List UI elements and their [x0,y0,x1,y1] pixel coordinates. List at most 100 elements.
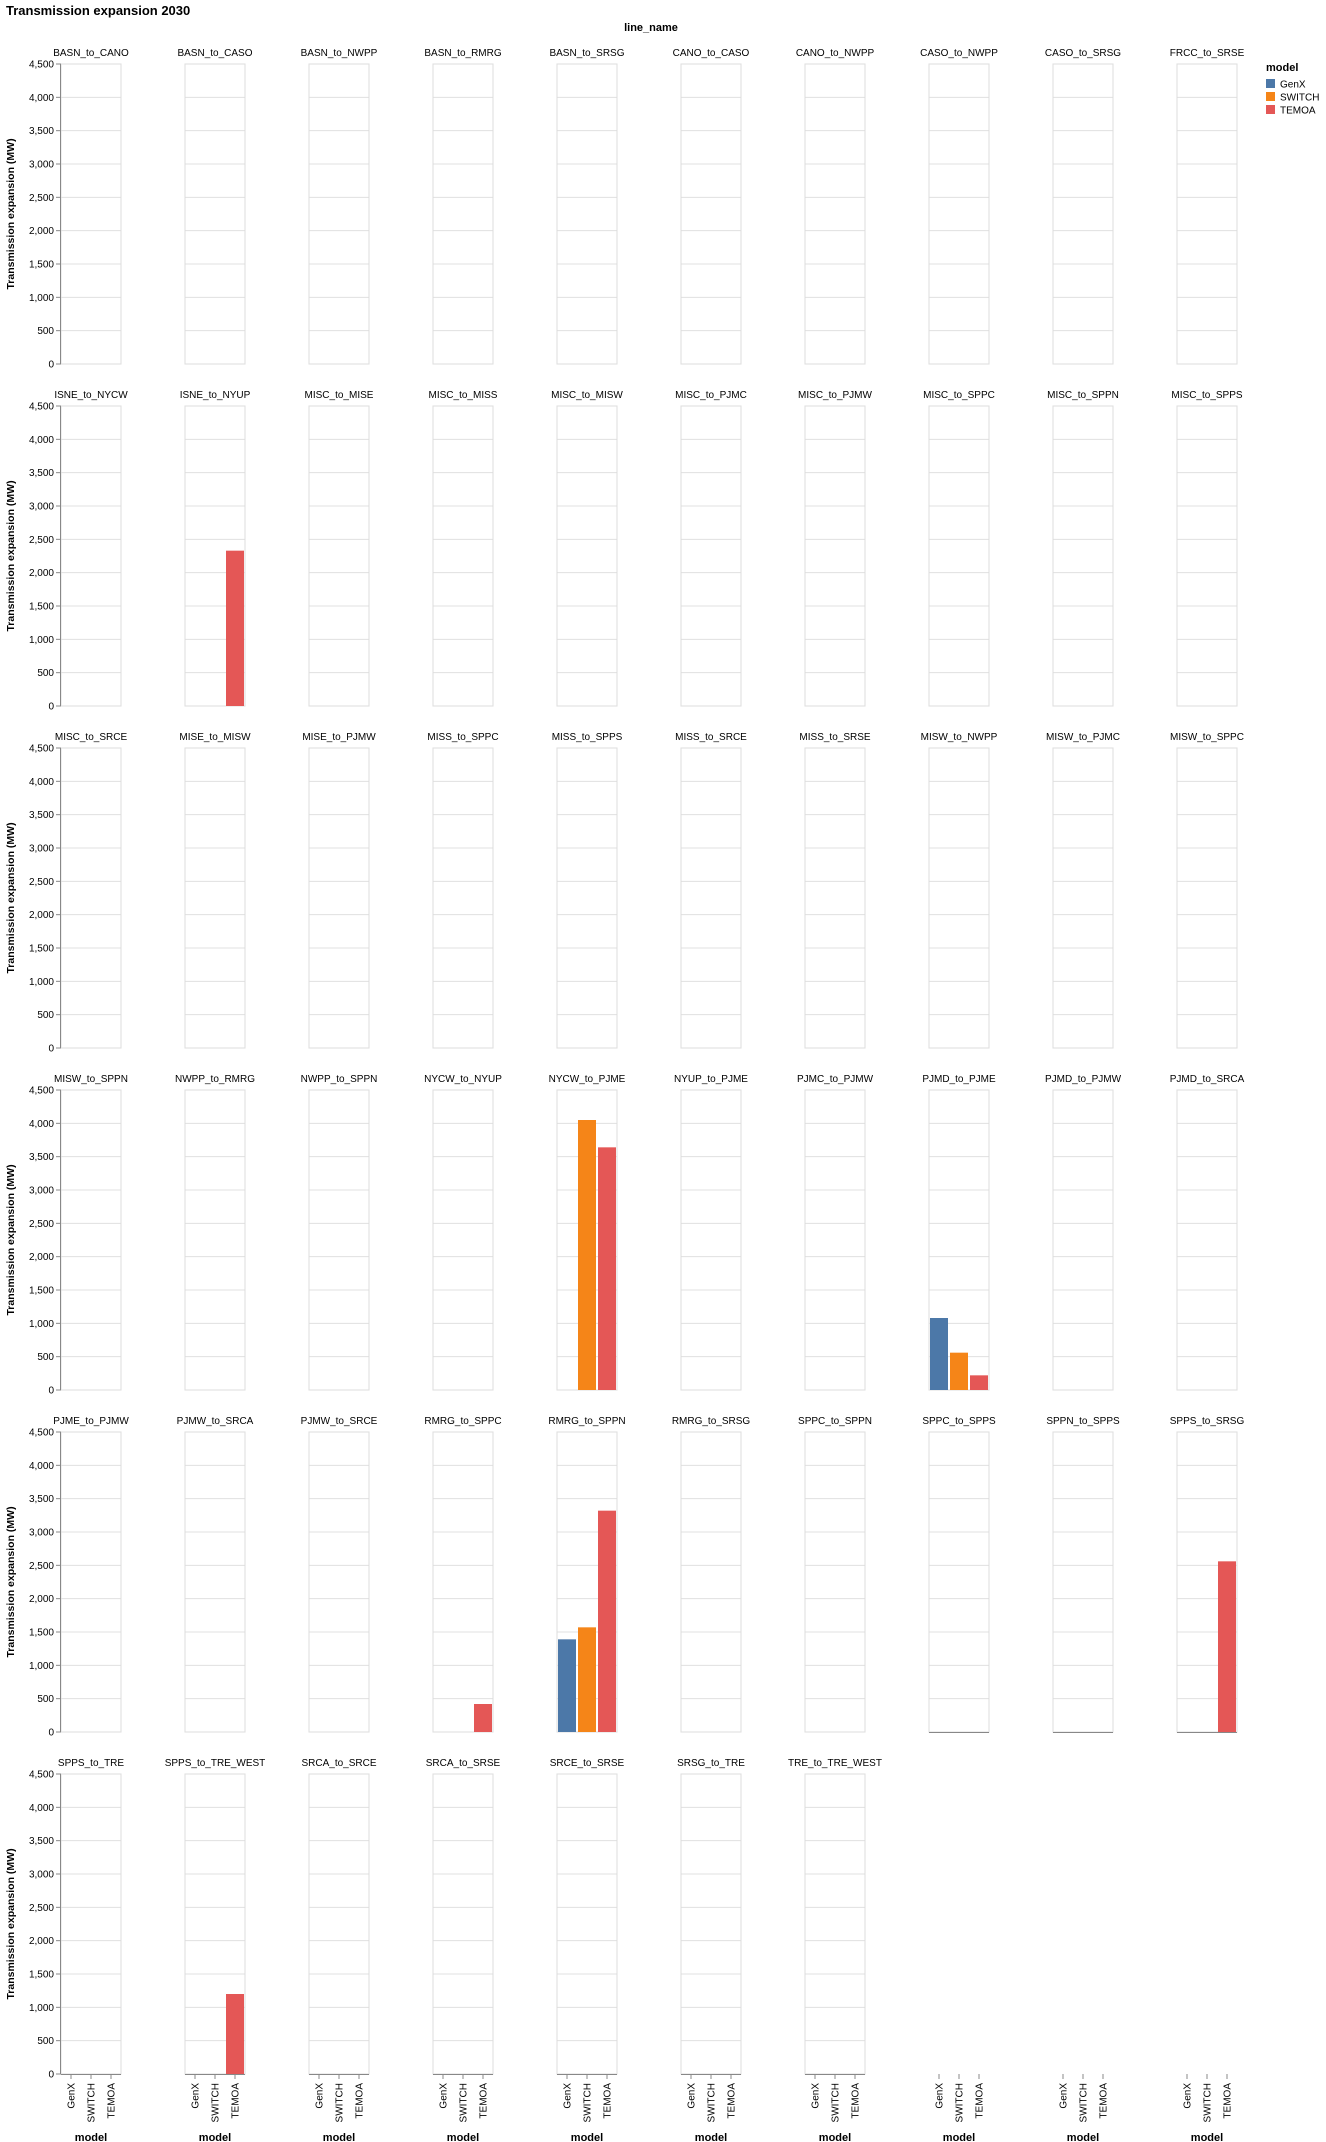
x-axis-title: model [1067,2132,1099,2142]
panel-frame [804,405,866,707]
x-tick-label: TEMOA [107,2083,118,2119]
facet-panels: BASN_to_CANO 0 500 1,000 1,500 2,000 2,500 3,00… [5,48,1245,2142]
y-tick-label: 0 [48,1386,54,1397]
panel-frame [1052,747,1114,1049]
panel-frame [1052,405,1114,707]
facet-title: SPPN_to_SPPS [1046,1416,1120,1427]
y-tick-label: 1,500 [29,1286,54,1297]
y-tick-label: 0 [48,1728,54,1739]
facet-panel: MISW_to_SPPN 0 500 1,000 1,500 2,000 2,500 3,00… [5,1074,128,1397]
x-tick-label: SWITCH [1203,2083,1214,2122]
facet-title: PJMW_to_SRCA [177,1416,254,1427]
facet-panel: BASN_to_RMRG [424,48,502,365]
x-tick-label: SWITCH [335,2083,346,2122]
facet-title: PJME_to_PJMW [53,1416,129,1427]
facet-panel: MISC_to_SPPS [1171,390,1243,707]
y-tick-label: 500 [37,326,54,337]
facet-panel: MISE_to_MISW [179,732,251,1049]
panel-frame [804,1773,866,2075]
bar-temoa [226,1994,244,2074]
panel-frame [556,405,618,707]
facet-title: NYCW_to_PJME [549,1074,626,1085]
facet-title: MISC_to_MISE [305,390,374,401]
facet-panel: BASN_to_CASO [177,48,253,365]
facet-title: PJMD_to_PJME [922,1074,996,1085]
panel-frame [1052,63,1114,365]
x-tick-label: SWITCH [211,2083,222,2122]
facet-panel: MISW_to_SPPC [1170,732,1244,1049]
panel-frame [680,405,742,707]
facet-panel: BASN_to_NWPP [301,48,378,365]
y-tick-label: 1,000 [29,1661,54,1672]
y-tick-label: 3,000 [29,844,54,855]
facet-title: TRE_to_TRE_WEST [788,1758,882,1769]
panel-frame [804,747,866,1049]
y-tick-label: 500 [37,1352,54,1363]
legend: model GenX SWITCH TEMOA [1266,62,1319,117]
y-axis-title: Transmission expansion (MW) [5,1506,17,1657]
facet-panel: MISC_to_SRCE 0 500 1,000 1,500 2,000 2,500 3,00… [5,732,127,1055]
facet-title: RMRG_to_SRSG [672,1416,751,1427]
facet-title: RMRG_to_SPPC [424,1416,501,1427]
facet-panel: CASO_to_SRSG [1045,48,1121,365]
y-tick-label: 4,500 [29,1770,54,1781]
y-tick-label: 500 [37,1010,54,1021]
x-axis-title: model [695,2132,727,2142]
panel-frame [60,63,122,365]
panel-frame [432,1431,494,1733]
y-axis-title: Transmission expansion (MW) [5,138,17,289]
y-tick-label: 4,000 [29,1461,54,1472]
panel-frame [184,1431,246,1733]
panel-frame [60,1089,122,1391]
y-tick-label: 1,500 [29,1970,54,1981]
x-tick-label: GenX [315,2083,326,2109]
panel-frame [556,1773,618,2075]
panel-frame [184,63,246,365]
facet-panel: SPPN_to_SPPS [1046,1416,1120,1733]
facet-title: SRCA_to_SRCE [301,1758,376,1769]
facet-title: PJMD_to_PJMW [1045,1074,1122,1085]
facet-title: MISW_to_SPPN [54,1074,128,1085]
y-tick-label: 3,500 [29,468,54,479]
y-tick-label: 3,500 [29,126,54,137]
facet-title: MISS_to_SRSE [799,732,870,743]
y-tick-label: 1,000 [29,635,54,646]
legend-swatch-switch [1266,92,1275,101]
facet-panel: MISC_to_SPPN [1047,390,1119,707]
facet-panel: MISC_to_PJMW [798,390,873,707]
panel-frame [60,1431,122,1733]
x-tick-label: TEMOA [1099,2083,1110,2119]
x-tick-label: SWITCH [459,2083,470,2122]
x-tick-label: TEMOA [1223,2083,1234,2119]
x-axis-title: model [1191,2132,1223,2142]
facet-title: MISC_to_SPPC [923,390,995,401]
facet-title: MISC_to_MISS [429,390,498,401]
x-tick-label: SWITCH [955,2083,966,2122]
facet-panel: SPPS_to_SRSG [1170,1416,1244,1733]
x-tick-label: SWITCH [87,2083,98,2122]
panel-frame [432,1089,494,1391]
facet-panel: MISC_to_MISE [305,390,374,707]
facet-title: SPPC_to_SPPN [798,1416,872,1427]
x-tick-label: GenX [191,2083,202,2109]
facet-panel: ISNE_to_NYCW 0 500 1,000 1,500 2,000 2,500 3,00… [5,390,128,713]
facet-title: PJMD_to_SRCA [1170,1074,1245,1085]
bar-switch [578,1120,596,1390]
facet-title: MISC_to_PJMW [798,390,872,401]
bar-temoa [226,550,244,706]
bar-genx [558,1639,576,1732]
panel-frame [928,747,990,1049]
y-tick-label: 500 [37,1694,54,1705]
y-tick-label: 1,500 [29,260,54,271]
facet-title: MISC_to_MISW [551,390,623,401]
y-tick-label: 500 [37,668,54,679]
facet-title: CANO_to_CASO [673,48,750,59]
y-tick-label: 4,000 [29,435,54,446]
facet-panel: MISC_to_SPPC [923,390,995,707]
facet-panel: PJMW_to_SRCA [177,1416,254,1733]
facet-panel: TRE_to_TRE_WEST [788,1758,882,2075]
panel-frame [680,1773,742,2075]
panel-frame [308,1431,370,1733]
panel-frame [680,63,742,365]
facet-panel: NWPP_to_RMRG [175,1074,255,1391]
